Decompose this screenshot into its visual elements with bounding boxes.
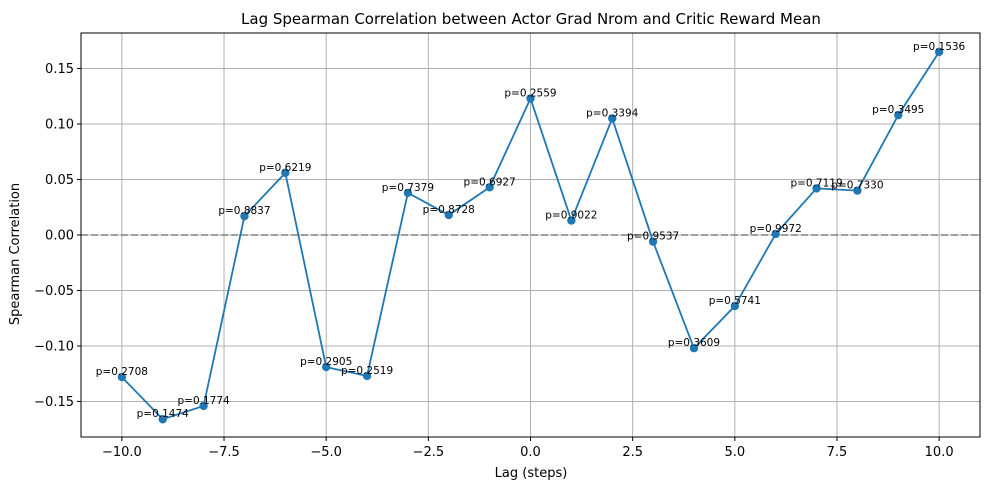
x-tick-label: −10.0 <box>102 445 142 460</box>
p-value-label: p=0.8728 <box>423 204 475 216</box>
data-point <box>689 344 699 353</box>
p-value-label: p=0.7119 <box>790 177 842 189</box>
x-tick-label: 2.5 <box>622 445 643 460</box>
p-value-label: p=0.7330 <box>831 180 883 192</box>
data-point <box>485 183 494 192</box>
data-point <box>853 186 862 195</box>
y-tick-label: 0.00 <box>45 229 74 244</box>
data-point <box>730 301 740 311</box>
p-value-label: p=0.2708 <box>96 366 148 378</box>
y-tick-label: 0.05 <box>45 173 74 188</box>
p-value-label: p=0.9972 <box>750 223 802 235</box>
p-value-label: p=0.3495 <box>872 104 924 116</box>
data-point <box>771 229 780 239</box>
data-point <box>444 210 453 220</box>
p-value-label: p=0.3609 <box>668 337 720 349</box>
y-tick-label: −0.15 <box>34 395 74 410</box>
data-point <box>934 47 944 57</box>
x-tick-label: 5.0 <box>724 445 745 460</box>
y-axis-label: Spearman Correlation <box>8 183 23 325</box>
p-value-label: p=0.2519 <box>341 365 393 377</box>
y-tick-label: 0.10 <box>45 118 74 133</box>
x-axis-label: Lag (steps) <box>495 466 568 481</box>
x-tick-label: 7.5 <box>827 445 848 460</box>
data-point <box>321 362 331 372</box>
data-point <box>567 216 576 225</box>
x-tick-label: 10.0 <box>925 445 954 460</box>
p-value-label: p=0.6219 <box>259 162 311 174</box>
x-tick-label: −5.0 <box>310 445 342 460</box>
data-point <box>281 168 290 178</box>
x-tick-label: −2.5 <box>413 445 445 460</box>
data-point <box>117 372 127 382</box>
p-value-label: p=0.3394 <box>586 107 639 119</box>
p-value-label: p=0.6927 <box>464 176 516 188</box>
data-point <box>894 110 903 120</box>
series-layer <box>117 47 944 424</box>
y-tick-label: −0.10 <box>34 339 74 354</box>
data-point <box>648 237 658 246</box>
data-point <box>240 211 249 221</box>
p-value-label: p=0.1474 <box>137 408 190 420</box>
y-tick-label: −0.05 <box>34 284 74 299</box>
axis-ticks: −10.0 −7.5 −5.0 −2.5 0.0 2.5 5.0 7.5 10.0 −0.15 −0… <box>34 62 953 460</box>
p-value-label: p=0.9022 <box>545 210 597 222</box>
x-tick-label: −7.5 <box>208 445 240 460</box>
data-point <box>608 114 617 123</box>
data-point <box>158 415 167 424</box>
chart-title: Lag Spearman Correlation between Actor G… <box>241 10 821 28</box>
p-value-label: p=0.2559 <box>504 87 556 99</box>
p-value-label: p=0.1774 <box>177 395 230 407</box>
y-tick-label: 0.15 <box>45 62 74 77</box>
x-tick-label: 0.0 <box>520 445 541 460</box>
p-value-label: p=0.5741 <box>709 295 761 307</box>
data-point <box>812 184 821 193</box>
data-point <box>362 371 372 381</box>
data-point <box>526 94 535 103</box>
p-value-label: p=0.9537 <box>627 231 679 243</box>
data-point <box>403 188 413 198</box>
data-point <box>199 401 208 411</box>
p-value-label: p=0.2905 <box>300 356 352 368</box>
p-value-label: p=0.8837 <box>218 205 270 217</box>
p-value-label: p=0.1536 <box>913 41 966 53</box>
p-value-label: p=0.7379 <box>382 182 434 194</box>
